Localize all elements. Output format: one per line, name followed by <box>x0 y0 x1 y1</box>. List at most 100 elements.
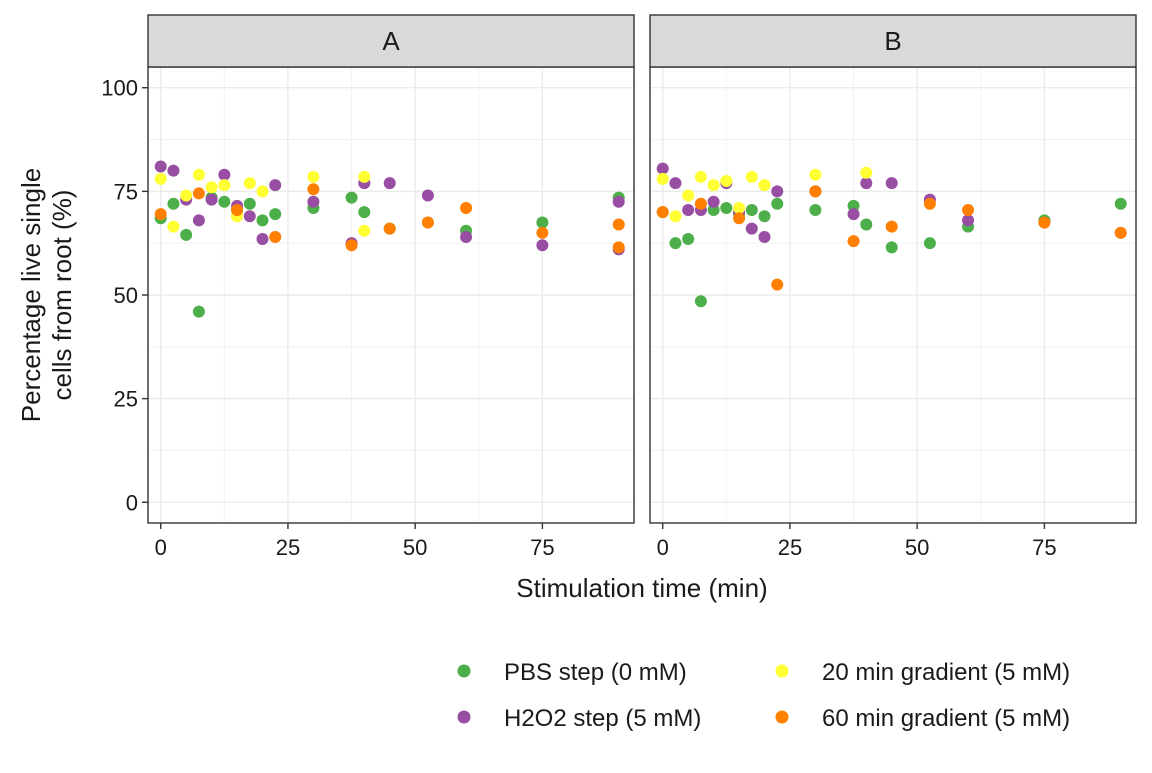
panel-a-point-grad60 <box>383 222 396 235</box>
panel-a-point-grad60 <box>307 183 320 196</box>
panel-a-point-pbs <box>536 216 549 229</box>
panel-b-x-tick-label: 0 <box>657 535 669 560</box>
panel-a-point-pbs <box>218 195 231 208</box>
panel-a-point-grad60 <box>460 201 473 214</box>
panel-a-point-grad60 <box>612 241 625 254</box>
panel-a-point-h2o2 <box>154 160 167 173</box>
panel-b-point-pbs <box>860 218 873 231</box>
panel-a-x-tick-label: 0 <box>155 535 167 560</box>
panel-b-point-h2o2 <box>758 230 771 243</box>
panel-a-point-grad20 <box>154 172 167 185</box>
panel-a-point-h2o2 <box>612 195 625 208</box>
panel-a-strip-label: A <box>382 26 400 56</box>
panel-a-point-grad60 <box>612 218 625 231</box>
panel-b-strip-label: B <box>884 26 901 56</box>
panel-a-point-grad20 <box>218 179 231 192</box>
panel-a-point-grad60 <box>231 204 244 217</box>
panel-a-point-h2o2 <box>218 168 231 181</box>
panel-b-point-pbs <box>771 197 784 210</box>
panel-b-point-pbs <box>1114 197 1127 210</box>
panel-b-point-grad20 <box>860 166 873 179</box>
legend-key-pbs <box>457 664 471 678</box>
panel-b-point-pbs <box>694 295 707 308</box>
panel-a-point-pbs <box>167 197 180 210</box>
panel-a-point-pbs <box>256 214 269 227</box>
panel-a-point-h2o2 <box>167 164 180 177</box>
panel-a-point-grad60 <box>269 230 282 243</box>
panel-b-point-grad20 <box>656 172 669 185</box>
panel-a-point-h2o2 <box>256 233 269 246</box>
panel-b-point-h2o2 <box>885 177 898 190</box>
panel-b-point-grad60 <box>733 212 746 225</box>
panel-a-point-grad60 <box>345 239 358 252</box>
panel-b-point-h2o2 <box>847 208 860 221</box>
legend-label-pbs: PBS step (0 mM) <box>504 659 687 686</box>
panel-b-point-grad20 <box>694 170 707 183</box>
panel-b-point-grad60 <box>1038 216 1051 229</box>
panel-a-point-h2o2 <box>421 189 434 202</box>
panel-a-point-h2o2 <box>205 193 218 206</box>
panel-b-point-pbs <box>809 204 822 217</box>
legend-key-h2o2 <box>457 710 471 724</box>
panel-b-point-grad20 <box>733 201 746 214</box>
panel-a-x-tick-label: 25 <box>276 535 300 560</box>
panel-a-point-h2o2 <box>307 195 320 208</box>
panel-a-point-grad20 <box>205 181 218 194</box>
panel-a-point-grad20 <box>307 170 320 183</box>
legend-label-grad20: 20 min gradient (5 mM) <box>822 659 1070 686</box>
y-tick-label: 75 <box>114 179 138 204</box>
panel-a-point-h2o2 <box>383 177 396 190</box>
panel-b-point-pbs <box>745 204 758 217</box>
panel-b-point-pbs <box>669 237 682 250</box>
panel-b-point-grad60 <box>847 235 860 248</box>
panel-b-point-h2o2 <box>962 214 975 227</box>
legend-key-grad60 <box>775 710 789 724</box>
panel-b-point-grad60 <box>1114 226 1127 239</box>
panel-b-point-grad20 <box>809 168 822 181</box>
panel-a-point-grad20 <box>358 224 371 237</box>
panel-b-point-grad20 <box>720 175 733 187</box>
y-tick-label: 25 <box>114 387 138 412</box>
panel-b-point-grad60 <box>809 185 822 198</box>
panel-b-point-grad60 <box>962 204 975 217</box>
panel-b-point-grad20 <box>707 179 720 192</box>
panel-a-point-pbs <box>192 305 205 318</box>
panel-a-point-grad20 <box>192 168 205 181</box>
panel-a-point-grad20 <box>358 170 371 183</box>
panel-b-x-tick-label: 50 <box>905 535 929 560</box>
panel-a-point-h2o2 <box>536 239 549 252</box>
y-axis-title-line: cells from root (%) <box>47 190 77 401</box>
panel-b-point-grad60 <box>694 197 707 210</box>
panel-b-point-grad60 <box>771 278 784 291</box>
panel-a-point-pbs <box>269 208 282 221</box>
panel-b-point-h2o2 <box>707 195 720 208</box>
panel-b-point-pbs <box>720 201 733 214</box>
panel-b-point-pbs <box>923 237 936 250</box>
panel-b-point-grad60 <box>885 220 898 233</box>
panel-a-point-h2o2 <box>269 179 282 192</box>
y-axis-title-line: Percentage live single <box>16 168 46 422</box>
panel-b-x-tick-label: 75 <box>1032 535 1056 560</box>
legend-label-grad60: 60 min gradient (5 mM) <box>822 705 1070 732</box>
panel-a-strip <box>147 14 635 68</box>
panel-b-point-grad20 <box>745 170 758 183</box>
panel-b-point-grad20 <box>669 210 682 223</box>
panel-a-point-grad60 <box>421 216 434 229</box>
panel-a-point-grad20 <box>167 220 180 233</box>
panel-a-point-grad20 <box>180 189 193 202</box>
panel-a-point-h2o2 <box>460 230 473 243</box>
panel-a-point-grad60 <box>536 226 549 239</box>
panel-b-point-grad60 <box>923 197 936 210</box>
y-tick-label: 50 <box>114 283 138 308</box>
y-tick-label: 100 <box>101 76 138 101</box>
panel-b-point-h2o2 <box>656 162 669 175</box>
panel-b-point-pbs <box>682 233 695 246</box>
y-tick-label: 0 <box>126 490 138 515</box>
panel-a-point-grad20 <box>243 177 256 190</box>
legend-key-grad20 <box>775 664 789 678</box>
panel-a-point-grad60 <box>192 187 205 200</box>
panel-b-point-pbs <box>847 199 860 212</box>
panel-b-x-tick-label: 25 <box>778 535 802 560</box>
panel-a-point-h2o2 <box>192 214 205 227</box>
